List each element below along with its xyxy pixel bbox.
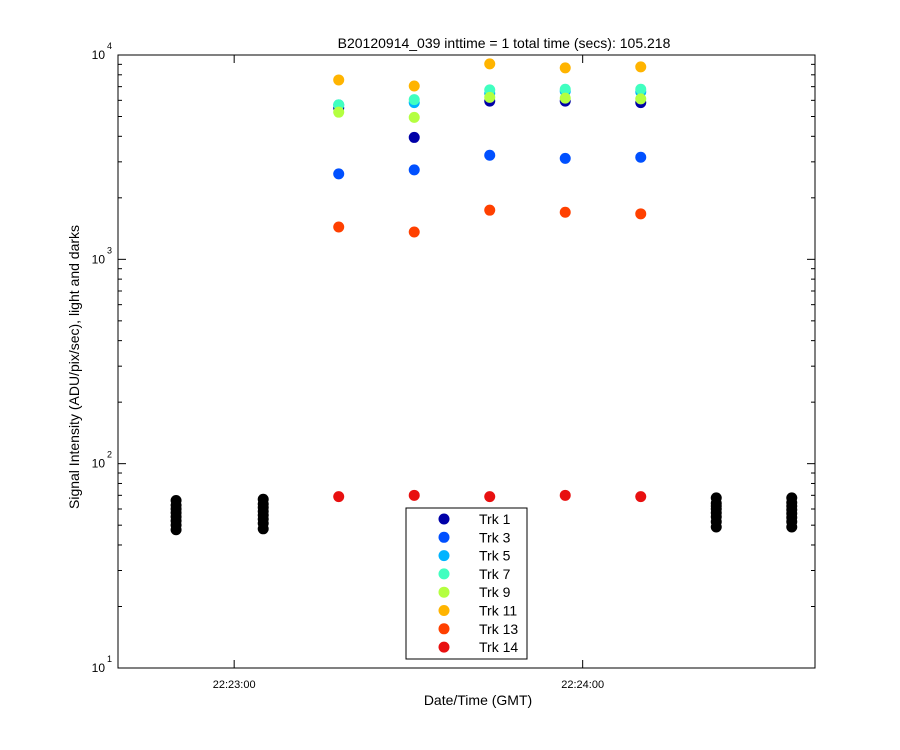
data-point bbox=[333, 491, 345, 503]
data-point bbox=[635, 83, 647, 95]
data-point bbox=[635, 93, 647, 105]
data-point bbox=[408, 164, 420, 176]
data-point bbox=[484, 204, 496, 216]
x-tick-label: 22:23:00 bbox=[213, 679, 256, 691]
data-point bbox=[333, 221, 345, 233]
x-axis-label: Date/Time (GMT) bbox=[424, 692, 532, 708]
legend: Trk 1 Trk 3 Trk 5 Trk 7 Trk 9 Trk 11 Trk 13 Trk… bbox=[405, 507, 528, 660]
data-point bbox=[408, 131, 420, 143]
data-point bbox=[408, 94, 420, 106]
y-tick-exponent: 4 bbox=[107, 41, 112, 51]
legend-label: Trk 3 bbox=[479, 529, 511, 545]
legend-marker bbox=[438, 568, 450, 580]
legend-box bbox=[405, 507, 528, 660]
dark-point bbox=[786, 492, 798, 504]
data-point bbox=[635, 151, 647, 163]
legend-label: Trk 13 bbox=[479, 621, 518, 637]
data-point bbox=[559, 83, 571, 95]
legend-marker bbox=[438, 513, 450, 525]
y-axis-label: Signal Intensity (ADU/pix/sec), light an… bbox=[66, 225, 82, 509]
legend-marker bbox=[438, 605, 450, 616]
y-tick-exponent: 1 bbox=[107, 654, 112, 664]
legend-label: Trk 1 bbox=[479, 511, 511, 527]
data-point bbox=[559, 92, 571, 104]
data-point bbox=[484, 58, 496, 70]
chart-title: B20120914_039 inttime = 1 total time (se… bbox=[338, 35, 671, 51]
legend-marker bbox=[438, 623, 450, 635]
legend-marker bbox=[438, 550, 450, 562]
legend-label: Trk 7 bbox=[479, 566, 511, 582]
y-tick-label: 10 bbox=[92, 457, 106, 471]
data-point bbox=[484, 149, 496, 161]
data-point bbox=[333, 106, 345, 118]
y-tick-label: 10 bbox=[92, 661, 106, 675]
legend-label: Trk 11 bbox=[479, 603, 517, 619]
data-point bbox=[333, 74, 345, 86]
x-tick-labels: 22:23:00 22:24:00 bbox=[213, 679, 604, 691]
dark-point bbox=[257, 493, 269, 505]
data-points bbox=[170, 58, 798, 536]
dark-point bbox=[710, 492, 722, 504]
legend-marker bbox=[438, 641, 450, 653]
data-point bbox=[333, 168, 345, 180]
data-point bbox=[635, 61, 647, 73]
y-tick-label: 10 bbox=[92, 252, 106, 266]
data-point bbox=[635, 491, 647, 503]
data-point bbox=[408, 226, 420, 238]
y-tick-exponent: 3 bbox=[107, 245, 112, 255]
legend-marker bbox=[438, 586, 450, 598]
dark-point bbox=[170, 495, 182, 507]
y-tick-label: 10 bbox=[92, 48, 106, 62]
legend-marker bbox=[438, 531, 450, 543]
x-tick-label: 22:24:00 bbox=[561, 679, 604, 691]
data-point bbox=[408, 111, 420, 123]
axis-ticks bbox=[118, 55, 815, 669]
data-point bbox=[408, 489, 420, 501]
data-point bbox=[484, 491, 496, 503]
data-point bbox=[408, 80, 420, 92]
plot-frame bbox=[117, 54, 816, 669]
data-point bbox=[635, 208, 647, 220]
legend-label: Trk 9 bbox=[479, 584, 511, 600]
data-point bbox=[559, 206, 571, 218]
data-point bbox=[559, 489, 571, 501]
data-point bbox=[484, 91, 496, 103]
data-point bbox=[484, 84, 496, 96]
legend-label: Trk 14 bbox=[479, 639, 518, 655]
legend-label: Trk 5 bbox=[479, 548, 511, 564]
y-tick-exponent: 2 bbox=[107, 450, 112, 460]
data-point bbox=[559, 152, 571, 164]
data-point bbox=[559, 62, 571, 74]
